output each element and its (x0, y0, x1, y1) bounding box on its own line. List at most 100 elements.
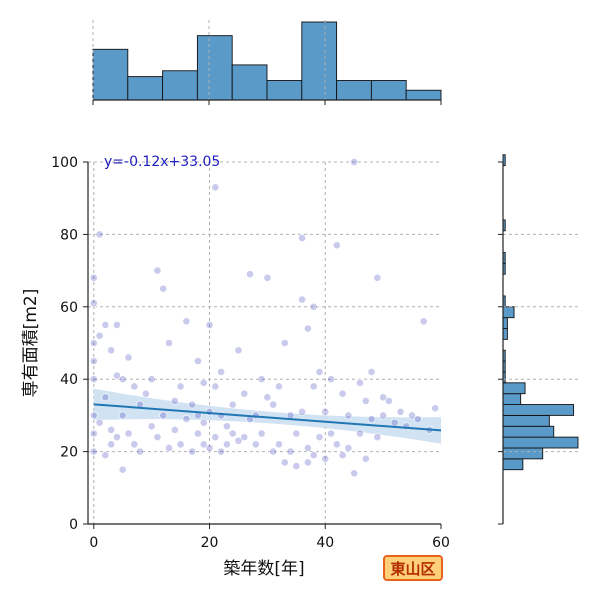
scatter-point (211, 382, 220, 391)
scatter-point (113, 320, 121, 329)
scatter-point (240, 433, 249, 442)
scatter-point (344, 444, 353, 452)
y-tick-label: 100 (51, 155, 78, 171)
scatter-point (419, 317, 428, 326)
scatter-point (95, 331, 104, 340)
scatter-point (205, 407, 214, 416)
scatter-point (361, 454, 370, 463)
scatter-point (182, 415, 191, 423)
scatter-point (298, 295, 307, 304)
scatter-point (188, 400, 197, 409)
scatter-point (269, 447, 278, 456)
scatter-point (408, 411, 416, 420)
scatter-point (113, 433, 121, 442)
scatter-point (321, 407, 330, 416)
scatter-point (304, 444, 312, 452)
scatter-point (263, 393, 272, 402)
scatter-point (292, 429, 301, 438)
scatter-point (136, 447, 144, 456)
scatter-point (170, 425, 179, 434)
top-hist-bar (301, 21, 338, 101)
y-tick-label: 40 (60, 372, 78, 388)
scatter-point (194, 429, 202, 438)
scatter-point (263, 273, 272, 282)
scatter-point (107, 425, 116, 434)
scatter-point (275, 440, 283, 449)
scatter-point (95, 418, 104, 427)
scatter-point (257, 375, 266, 384)
right-hist-bar (502, 458, 524, 471)
scatter-point (101, 451, 110, 460)
district-badge: 東山区 (383, 555, 443, 581)
scatter-point (286, 447, 295, 456)
scatter-point (431, 404, 440, 413)
scatter-point (367, 415, 376, 423)
top-hist-bar (336, 80, 372, 101)
scatter-point (153, 266, 162, 275)
scatter-point (217, 368, 225, 376)
scatter-point (344, 411, 353, 420)
scatter-point (89, 357, 98, 365)
scatter-point (182, 317, 191, 326)
scatter-point (159, 284, 168, 293)
scatter-point (199, 440, 208, 449)
scatter-point (240, 389, 249, 398)
scatter-point (124, 353, 133, 362)
regression-line (93, 403, 442, 432)
scatter-point (286, 411, 295, 420)
scatter-point (165, 444, 173, 452)
scatter-point (309, 451, 318, 460)
scatter-point (89, 411, 98, 420)
x-tick-label: 20 (201, 535, 219, 551)
right-hist-bar (502, 154, 506, 167)
scatter-point (275, 382, 283, 391)
scatter-point (101, 320, 110, 329)
scatter-point (205, 444, 214, 452)
scatter-point (304, 324, 312, 333)
scatter-point (309, 382, 318, 391)
top-hist-bar (405, 89, 442, 101)
scatter-point (338, 389, 347, 398)
scatter-point (251, 440, 260, 449)
regression-equation: y=-0.12x+33.05 (104, 154, 220, 170)
main-grid (88, 161, 441, 524)
top-hist-bar (231, 64, 268, 101)
scatter-point (350, 469, 359, 478)
scatter-point (321, 454, 330, 463)
right-hist-bar (502, 436, 579, 449)
scatter-point (257, 429, 266, 438)
regression-band-layer (93, 388, 441, 444)
scatter-point (89, 273, 98, 282)
scatter-points (89, 158, 440, 478)
y-axis-label: 専有面積[m2] (21, 289, 41, 398)
scatter-point (194, 357, 202, 365)
scatter-point (118, 411, 127, 420)
scatter-point (205, 320, 214, 329)
y-tick-label: 0 (69, 517, 78, 533)
scatter-point (315, 368, 324, 376)
scatter-point (246, 270, 254, 279)
scatter-point (350, 158, 359, 166)
scatter-point (292, 462, 301, 470)
top-hist-bar (92, 48, 129, 101)
scatter-point (379, 393, 388, 402)
right-hist-bar (502, 393, 522, 405)
scatter-point (280, 339, 289, 347)
right-hist-bar (502, 317, 508, 329)
scatter-point (327, 375, 335, 384)
top-hist-bar (127, 76, 164, 101)
scatter-point (361, 397, 370, 405)
scatter-point (373, 433, 382, 442)
scatter-point (234, 436, 243, 445)
scatter-point (332, 440, 341, 449)
scatter-point (234, 346, 243, 355)
scatter-point (396, 407, 405, 416)
scatter-point (176, 440, 185, 449)
scatter-point (385, 397, 393, 405)
right-hist-bar (502, 306, 515, 319)
scatter-point (130, 440, 139, 449)
scatter-point (188, 447, 197, 456)
scatter-point (315, 433, 324, 442)
scatter-point (304, 458, 312, 467)
scatter-point (89, 447, 98, 456)
